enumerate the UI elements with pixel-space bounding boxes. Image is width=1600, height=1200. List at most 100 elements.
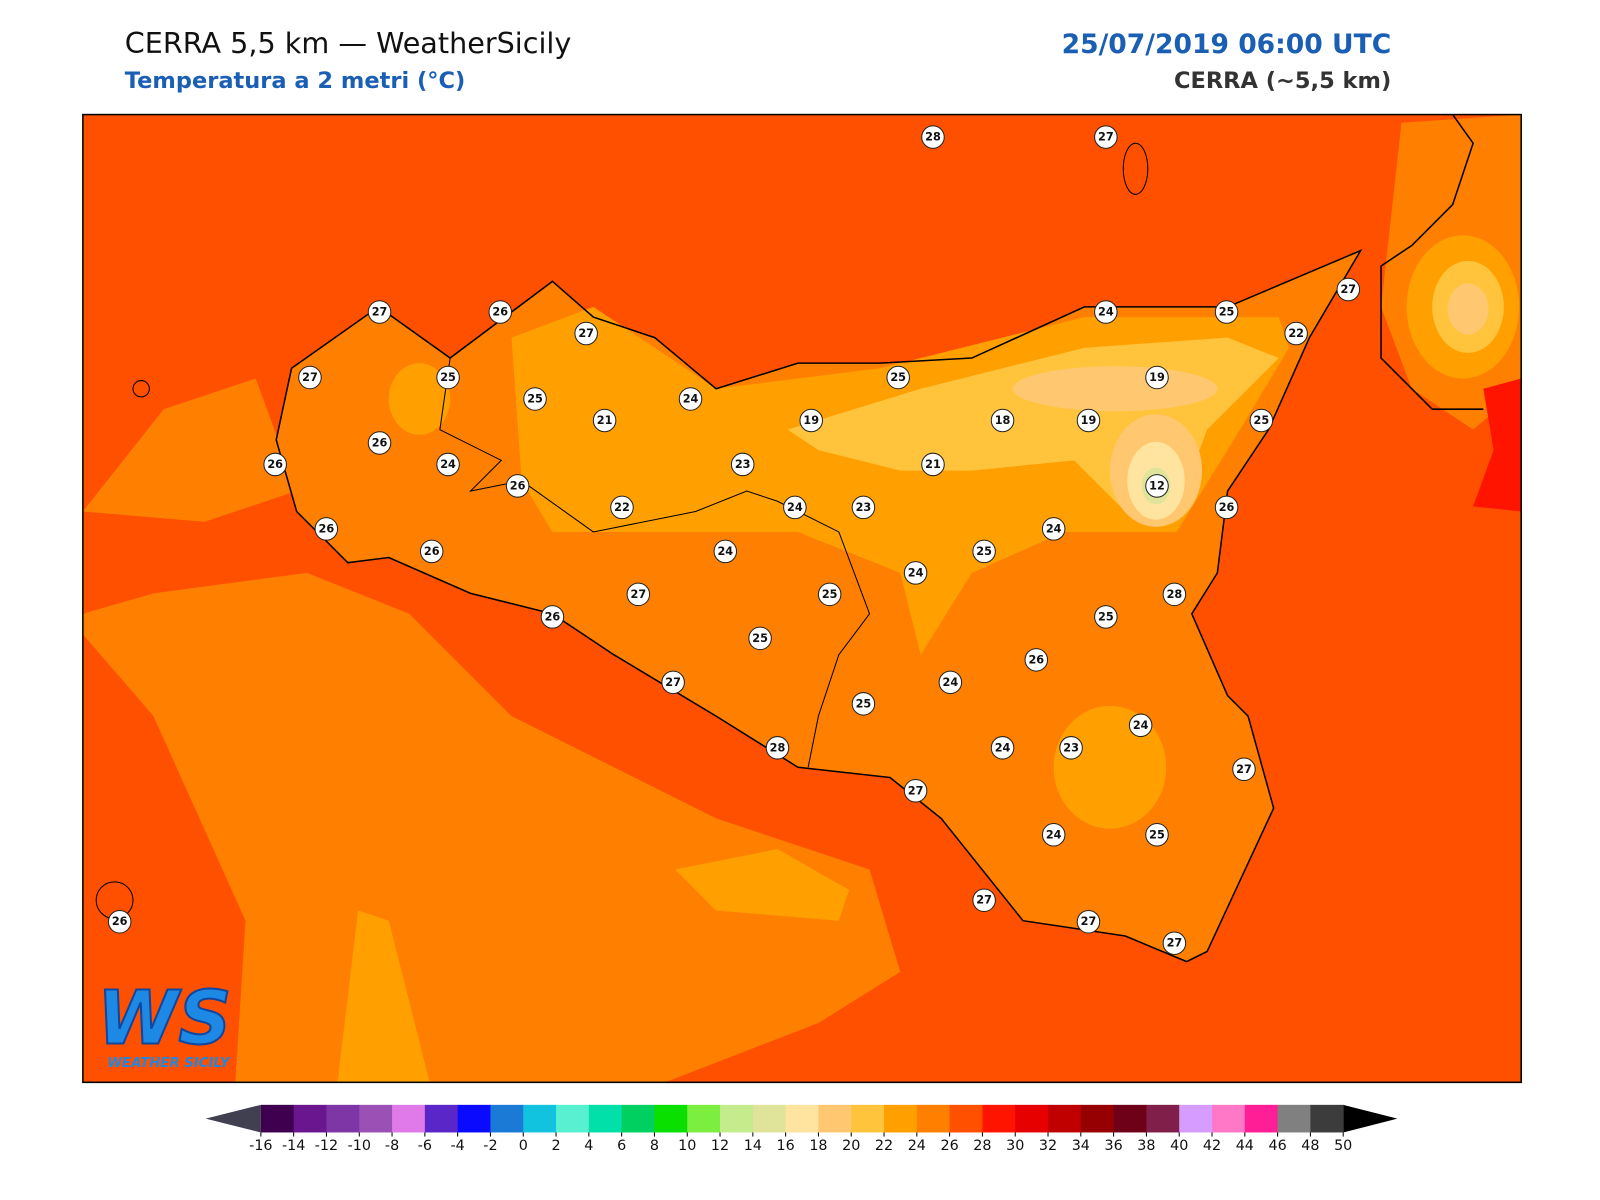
colorbar-tick-label: 12 xyxy=(711,1138,729,1154)
station-marker xyxy=(817,582,842,607)
station-marker xyxy=(1076,909,1101,934)
logo-mark: WS xyxy=(97,976,231,1061)
colorbar-tick-label: 48 xyxy=(1301,1138,1319,1154)
colorbar-box xyxy=(1277,1104,1311,1133)
station: 27 xyxy=(1336,277,1361,302)
station-marker xyxy=(626,582,651,607)
colorbar-box xyxy=(818,1104,852,1133)
station-value: 21 xyxy=(597,414,613,427)
station: 24 xyxy=(678,387,703,411)
station-marker xyxy=(1284,321,1308,346)
station-marker xyxy=(938,670,963,695)
station-value: 25 xyxy=(1219,306,1235,319)
colorbar-box xyxy=(1146,1104,1180,1133)
colorbar-tick-label: 42 xyxy=(1203,1138,1221,1154)
station: 26 xyxy=(1024,648,1049,672)
colorbar-tick-label: 16 xyxy=(777,1138,795,1154)
station-marker xyxy=(436,365,460,390)
station-marker xyxy=(1214,495,1239,520)
colorbar-box xyxy=(982,1104,1016,1133)
station-marker xyxy=(713,539,738,564)
station-value: 27 xyxy=(1081,915,1097,928)
station: 24 xyxy=(1041,823,1066,847)
colorbar-box xyxy=(1113,1104,1147,1133)
station-value: 26 xyxy=(1219,501,1235,514)
colorbar-box xyxy=(851,1104,885,1133)
station-value: 27 xyxy=(1340,283,1356,296)
station: 24 xyxy=(990,736,1015,760)
station: 21 xyxy=(921,452,945,477)
station: 25 xyxy=(1214,300,1239,324)
colorbar-box xyxy=(1080,1104,1115,1133)
station-marker xyxy=(263,452,287,477)
station-value: 27 xyxy=(976,894,992,907)
colorbar-over xyxy=(1343,1104,1398,1133)
station-marker xyxy=(1076,408,1101,433)
station-marker xyxy=(1145,474,1169,498)
station: 24 xyxy=(1041,517,1066,541)
station-marker xyxy=(1249,408,1274,433)
station-value: 23 xyxy=(735,458,751,471)
station: 24 xyxy=(713,539,738,564)
station: 24 xyxy=(938,670,963,695)
colorbar-box xyxy=(1048,1104,1082,1133)
station: 26 xyxy=(488,300,513,324)
station: 27 xyxy=(298,365,322,390)
station-value: 25 xyxy=(976,545,992,558)
station-marker xyxy=(783,495,807,520)
colorbar-tick-label: 46 xyxy=(1268,1138,1286,1154)
station-marker xyxy=(1145,823,1169,847)
colorbar-tick-label: 28 xyxy=(973,1138,991,1154)
station-value: 24 xyxy=(908,566,924,579)
station-value: 27 xyxy=(665,676,681,689)
colorbar-box xyxy=(260,1104,295,1133)
colorbar-box xyxy=(523,1104,557,1133)
station-marker xyxy=(610,495,634,520)
station: 18 xyxy=(990,408,1015,433)
station-marker xyxy=(799,408,824,433)
station-value: 21 xyxy=(925,458,941,471)
station: 24 xyxy=(1094,300,1118,324)
datetime: 25/07/2019 06:00 UTC xyxy=(1062,29,1392,60)
station-marker xyxy=(1162,582,1187,607)
station: 23 xyxy=(730,452,755,477)
station-value: 25 xyxy=(822,588,838,601)
station-value: 24 xyxy=(1046,522,1062,535)
station: 25 xyxy=(523,387,547,411)
colorbar-tick-label: 6 xyxy=(617,1138,626,1154)
station: 27 xyxy=(903,779,928,803)
station: 25 xyxy=(436,365,460,390)
colorbar-box xyxy=(752,1104,787,1133)
colorbar-box xyxy=(720,1104,754,1133)
station-value: 23 xyxy=(856,501,872,514)
station: 26 xyxy=(540,605,565,629)
station-value: 25 xyxy=(856,697,872,710)
station-value: 24 xyxy=(1098,306,1114,319)
station-marker xyxy=(1024,648,1049,672)
station-marker xyxy=(1094,300,1118,324)
station: 25 xyxy=(972,539,996,564)
station: 23 xyxy=(851,495,876,520)
colorbar-box xyxy=(359,1104,393,1133)
station-value: 24 xyxy=(787,501,803,514)
colorbar-box xyxy=(392,1104,426,1133)
station: 27 xyxy=(972,888,996,913)
station-marker xyxy=(921,125,945,149)
station-value: 25 xyxy=(527,392,543,405)
station-marker xyxy=(748,626,772,651)
station-value: 26 xyxy=(510,479,526,492)
station-marker xyxy=(903,779,928,803)
station: 25 xyxy=(886,365,910,390)
station-value: 19 xyxy=(803,414,819,427)
map xyxy=(82,114,1522,1083)
station-value: 26 xyxy=(372,436,388,449)
station: 25 xyxy=(1145,823,1169,847)
station-value: 25 xyxy=(1149,828,1165,841)
station-value: 28 xyxy=(925,131,941,144)
colorbar-tick-label: -2 xyxy=(483,1138,497,1154)
station-marker xyxy=(661,670,685,695)
station: 26 xyxy=(263,452,287,477)
station-marker xyxy=(1059,736,1083,760)
